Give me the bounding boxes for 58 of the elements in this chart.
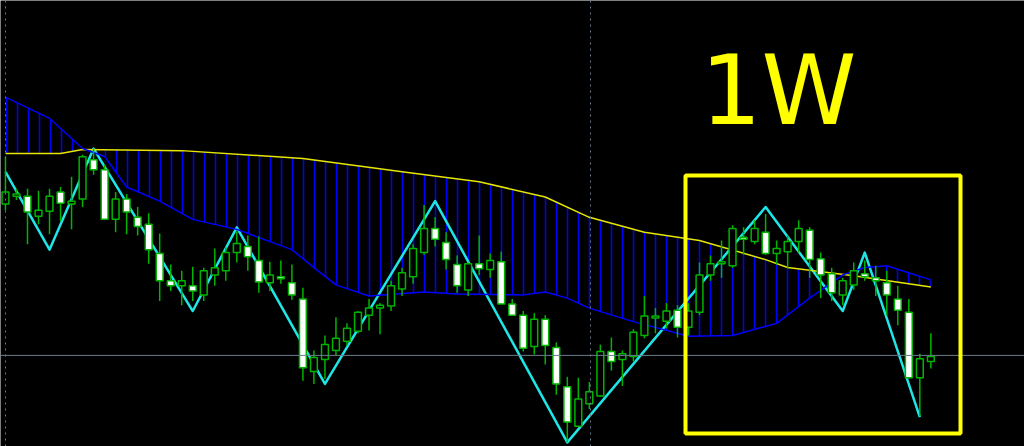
candlestick [45,188,54,236]
candlestick [342,322,352,347]
candlestick [265,260,275,292]
candlestick [893,285,902,326]
candlestick [331,316,341,357]
candlestick [640,295,649,340]
candlestick [122,193,131,236]
candlestick [607,336,616,372]
candlestick [430,216,440,248]
candlestick [849,261,858,291]
candlestick [254,235,264,294]
candlestick [827,267,836,302]
candlestick [662,302,671,330]
candlestick [23,188,32,246]
text: 1W [700,34,857,147]
candlestick [89,147,98,176]
candlestick [166,263,175,292]
candlestick [133,206,142,237]
candlestick [441,231,451,271]
candlestick [761,213,770,256]
candlestick [772,239,781,266]
candlestick [717,239,726,279]
candlestick [673,304,682,339]
candlestick [287,263,297,301]
candlestick [860,259,869,282]
candlestick [397,267,407,297]
candlestick [794,219,803,254]
candlestick [309,349,319,385]
candlestick [243,234,252,272]
candlestick [177,270,186,306]
candlestick [232,230,241,264]
candlestick [375,302,385,335]
candlestick [188,265,197,302]
candlestick [452,254,462,294]
candlestick [739,226,748,256]
candlestick [364,298,374,332]
candlestick [651,307,660,335]
candlestick [882,270,891,316]
candlestick [585,381,594,410]
candlestick [353,310,363,335]
candlestick [926,332,936,370]
candlestick [706,254,715,282]
candlestick [915,352,925,417]
candlestick [618,349,627,387]
candlestick [56,186,65,222]
candlestick [67,176,76,231]
candlestick [871,265,880,297]
candlestick [221,246,230,282]
candlestick [386,280,396,312]
candlestick [486,252,495,279]
candlestick [750,219,759,246]
candlestick [816,251,825,299]
candlestick [475,234,484,276]
candlestick [783,234,792,269]
candlestick [838,277,847,306]
candlestick [210,247,219,287]
candlestick [34,190,43,226]
candlestick [111,191,120,234]
